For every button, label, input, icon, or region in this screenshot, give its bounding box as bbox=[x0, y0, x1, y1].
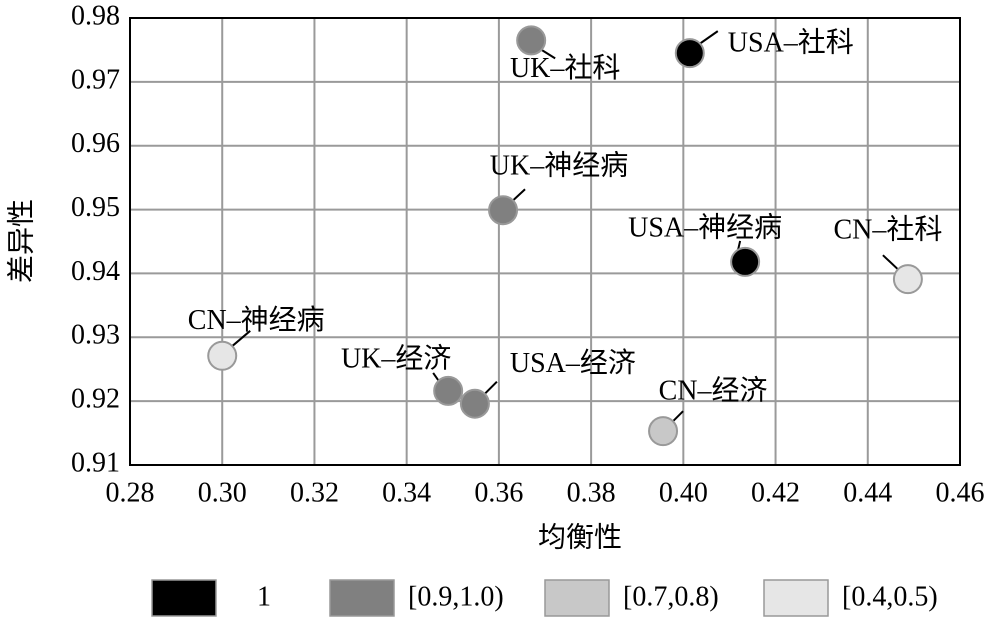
point-label: CN–社科 bbox=[833, 214, 942, 246]
legend-label: [0.4,0.5) bbox=[842, 581, 938, 612]
legend-swatch bbox=[763, 579, 829, 617]
point-label: UK–神经病 bbox=[490, 150, 628, 182]
x-tick-label: 0.34 bbox=[382, 477, 431, 508]
point bbox=[433, 375, 464, 406]
leader-line bbox=[229, 330, 251, 349]
point-label: CN–神经病 bbox=[188, 304, 325, 336]
point bbox=[648, 416, 679, 447]
point bbox=[516, 25, 547, 56]
y-tick-label: 0.93 bbox=[71, 320, 120, 351]
y-tick-label: 0.92 bbox=[71, 384, 120, 415]
x-tick-label: 0.32 bbox=[290, 477, 339, 508]
y-tick-label: 0.98 bbox=[71, 0, 120, 31]
point bbox=[459, 388, 490, 419]
legend-label: [0.7,0.8) bbox=[623, 581, 719, 612]
leader-line bbox=[697, 30, 719, 46]
x-tick-label: 0.46 bbox=[936, 477, 985, 508]
y-tick-label: 0.94 bbox=[71, 256, 120, 287]
point bbox=[207, 340, 238, 371]
leader-line bbox=[882, 254, 901, 272]
y-tick-label: 0.97 bbox=[71, 64, 120, 95]
x-tick-label: 0.38 bbox=[567, 477, 616, 508]
point-label: USA–经济 bbox=[510, 347, 636, 379]
y-axis-title: 差异性 bbox=[5, 199, 37, 283]
y-tick-label: 0.95 bbox=[71, 192, 120, 223]
legend-swatch bbox=[329, 579, 395, 617]
x-tick-label: 0.42 bbox=[751, 477, 800, 508]
point bbox=[488, 195, 519, 226]
point-label: UK–经济 bbox=[341, 342, 451, 374]
point bbox=[730, 246, 761, 277]
y-tick-label: 0.96 bbox=[71, 128, 120, 159]
point-label: USA–神经病 bbox=[628, 211, 782, 243]
legend-swatch bbox=[151, 579, 217, 617]
point bbox=[674, 38, 705, 69]
legend-label: [0.9,1.0) bbox=[408, 581, 504, 612]
x-axis-title: 均衡性 bbox=[538, 521, 622, 553]
x-tick-label: 0.28 bbox=[106, 477, 155, 508]
point-label: CN–经济 bbox=[659, 375, 768, 407]
point bbox=[892, 264, 923, 295]
x-tick-label: 0.30 bbox=[198, 477, 247, 508]
point-label: UK–社科 bbox=[510, 52, 620, 84]
x-tick-label: 0.40 bbox=[659, 477, 708, 508]
legend-label: 1 bbox=[257, 581, 271, 612]
legend-swatch bbox=[544, 579, 610, 617]
plot-frame bbox=[129, 17, 961, 466]
x-tick-label: 0.36 bbox=[474, 477, 523, 508]
y-tick-label: 0.91 bbox=[71, 447, 120, 478]
x-tick-label: 0.44 bbox=[843, 477, 892, 508]
point-label: USA–社科 bbox=[728, 27, 854, 59]
